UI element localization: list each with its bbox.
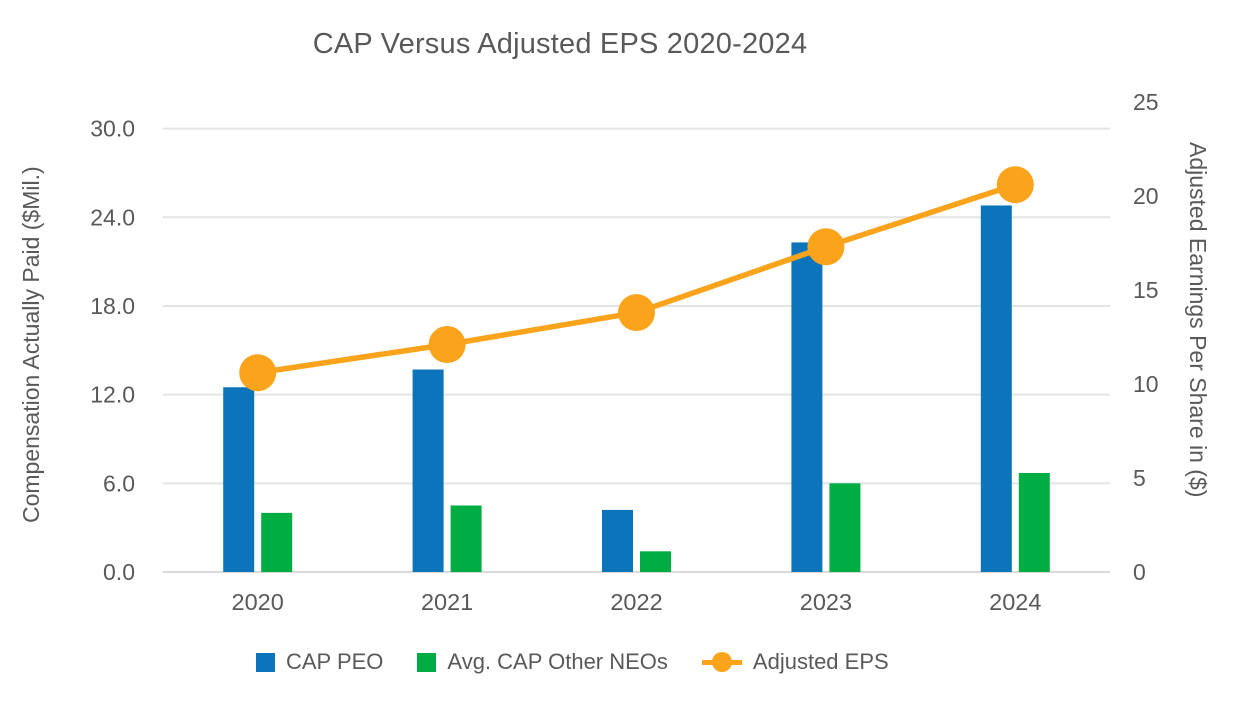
x-axis-label: 2022: [610, 589, 662, 615]
legend-label: Adjusted EPS: [752, 649, 889, 674]
right-axis-tick-label: 0: [1133, 559, 1146, 585]
bar-avg-cap-other-neos: [640, 551, 671, 572]
left-axis-tick-label: 18.0: [90, 293, 135, 319]
left-axis-tick-label: 0.0: [103, 559, 135, 585]
right-axis-tick-label: 25: [1133, 89, 1159, 115]
eps-marker: [618, 294, 655, 332]
legend-item: CAP PEO: [256, 649, 383, 675]
eps-line: [254, 181, 1019, 376]
eps-marker: [428, 326, 466, 364]
right-axis-tick-label: 15: [1133, 277, 1159, 303]
right-axis-tick-label: 5: [1133, 465, 1146, 491]
eps-marker: [807, 228, 845, 266]
legend-label: Avg. CAP Other NEOs: [447, 649, 668, 674]
right-axis-tick-label: 10: [1133, 371, 1159, 397]
left-axis-tick-label: 12.0: [90, 382, 135, 408]
legend-line-marker-icon: [701, 652, 742, 672]
legend-swatch-icon: [256, 652, 275, 672]
bar-avg-cap-other-neos: [261, 512, 293, 572]
legend-item: Avg. CAP Other NEOs: [417, 649, 668, 675]
right-axis-tick-label: 20: [1133, 183, 1159, 209]
x-axis-label: 2021: [421, 589, 473, 615]
legend-label: CAP PEO: [286, 649, 384, 674]
left-axis-tick-label: 24.0: [90, 204, 135, 230]
bar-cap-peo: [602, 509, 633, 572]
bar-avg-cap-other-neos: [829, 483, 861, 572]
legend-swatch-icon: [417, 652, 437, 672]
x-axis-label: 2024: [989, 589, 1041, 615]
bar-cap-peo: [412, 369, 444, 572]
bar-avg-cap-other-neos: [1018, 472, 1050, 572]
legend: CAP PEO Avg. CAP Other NEOs Adjusted EPS: [256, 649, 889, 675]
eps-marker: [239, 354, 277, 392]
legend-dot-icon: [711, 652, 732, 672]
chart-title: CAP Versus Adjusted EPS 2020-2024: [312, 28, 808, 60]
legend-item: Adjusted EPS: [701, 649, 889, 675]
bar-cap-peo: [980, 205, 1012, 573]
eps-marker: [996, 166, 1034, 204]
bar-cap-peo: [791, 242, 823, 572]
x-axis-label: 2020: [232, 589, 284, 615]
x-axis-label: 2023: [800, 589, 852, 615]
right-axis-title: Adjusted Earnings Per Share in ($): [1185, 142, 1211, 498]
left-axis-tick-label: 30.0: [90, 116, 135, 142]
left-axis-tick-label: 6.0: [103, 470, 135, 496]
bar-cap-peo: [223, 387, 255, 572]
bar-avg-cap-other-neos: [450, 505, 482, 572]
